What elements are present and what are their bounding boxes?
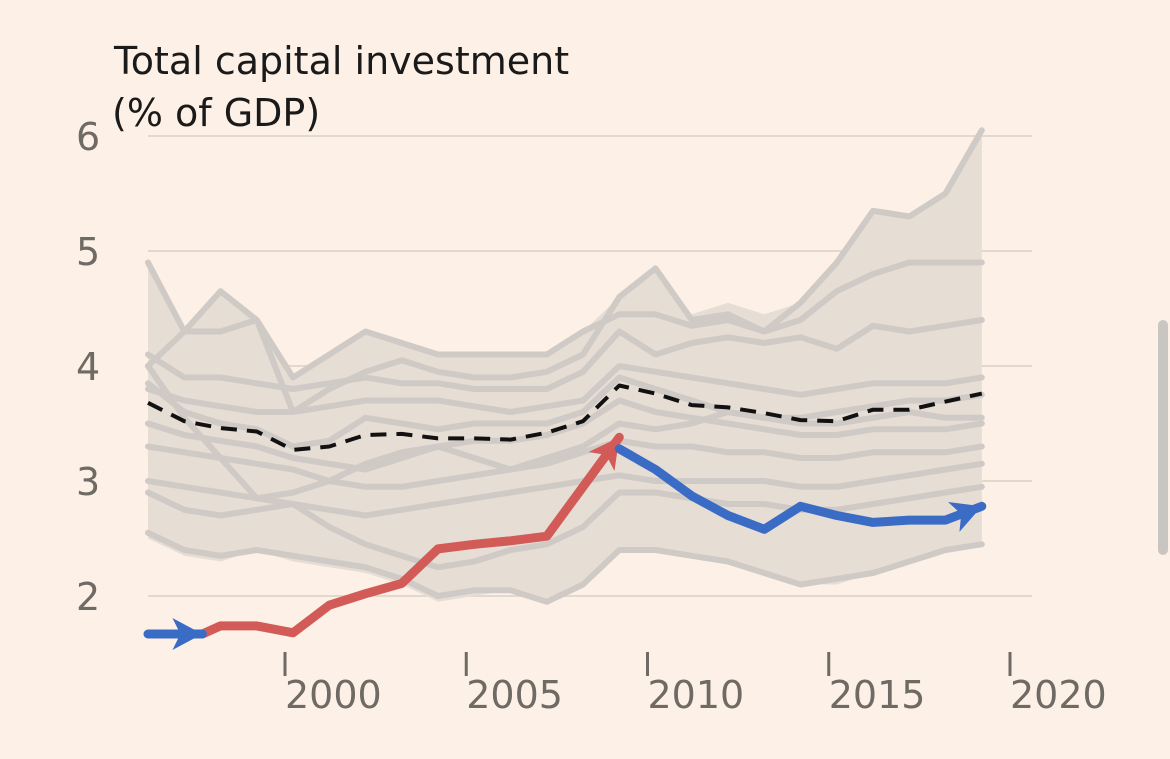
y-tick-label-4: 4	[76, 345, 100, 389]
x-tick-label-2005: 2005	[466, 673, 563, 717]
series-other-4	[145, 363, 985, 415]
x-axis: 2000 2005 2010 2015 2020	[283, 652, 1107, 717]
y-tick-label-3: 3	[76, 460, 100, 504]
y-tick-label-2: 2	[76, 575, 100, 619]
series-rise	[197, 432, 624, 639]
x-tick-label-2010: 2010	[648, 673, 745, 717]
x-tick-label-2015: 2015	[829, 673, 926, 717]
series-other-9	[145, 483, 985, 571]
series-fall	[614, 444, 987, 534]
y-tick-label-6: 6	[76, 115, 100, 159]
series-other-3	[145, 317, 985, 392]
chart-subtitle: (% of GDP)	[112, 91, 320, 135]
y-tick-label-5: 5	[76, 230, 100, 274]
series-other-7	[145, 437, 985, 490]
scrollbar[interactable]	[1158, 320, 1168, 555]
series-other-5	[145, 374, 985, 450]
series-other-11	[145, 363, 985, 502]
chart-title: Total capital investment	[113, 39, 569, 83]
series-other-6	[145, 397, 985, 473]
series-other-1	[145, 127, 985, 381]
series-other-10	[145, 529, 985, 605]
series-other-2	[145, 259, 985, 415]
x-tick-label-2000: 2000	[285, 673, 382, 717]
series-average	[147, 383, 983, 452]
y-axis: 2 3 4 5 6	[76, 115, 100, 619]
x-tick-label-2020: 2020	[1010, 673, 1107, 717]
series-lines	[143, 127, 987, 650]
